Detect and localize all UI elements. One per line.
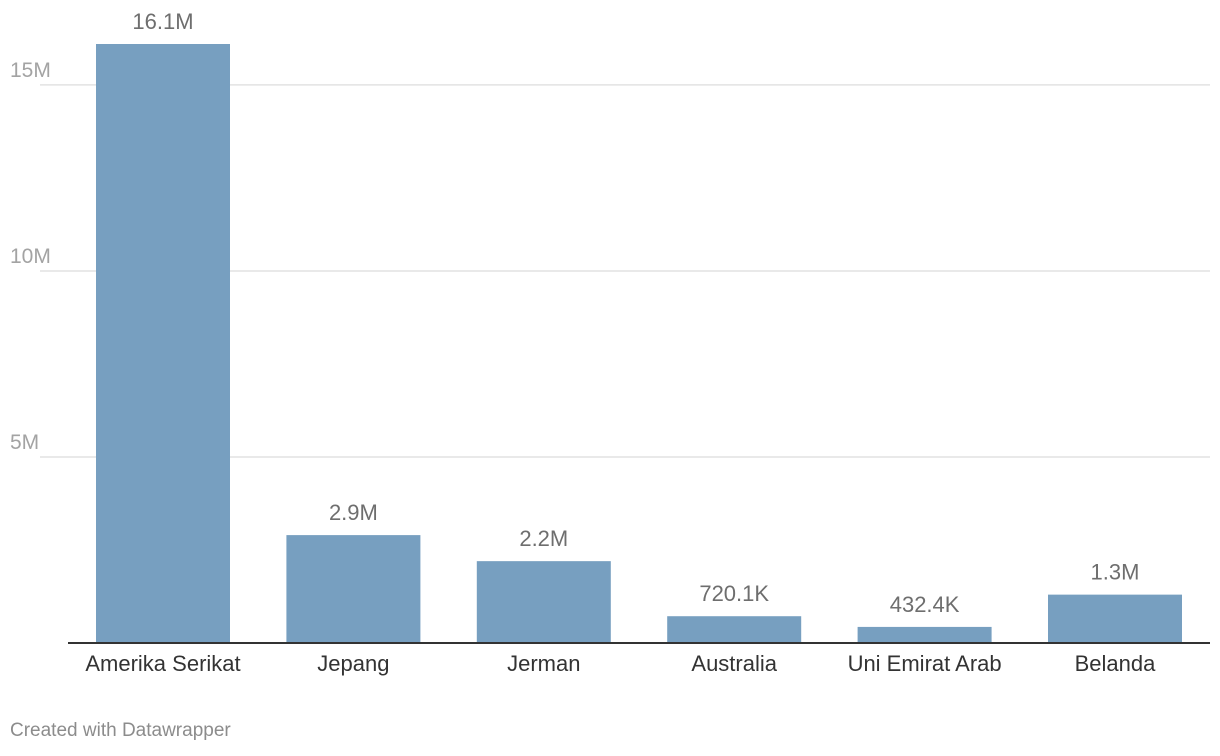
bar-value-label: 2.2M: [519, 526, 568, 551]
bars: [96, 44, 1182, 643]
bar-value-label: 2.9M: [329, 500, 378, 525]
category-label: Australia: [691, 651, 777, 676]
bar-value-label: 16.1M: [132, 9, 193, 34]
bar-value-label: 432.4K: [890, 592, 960, 617]
y-tick-label: 5M: [10, 431, 39, 454]
category-label: Belanda: [1075, 651, 1157, 676]
bar: [667, 616, 802, 643]
y-tick-label: 10M: [10, 245, 51, 268]
bar: [96, 44, 230, 643]
bar: [476, 561, 611, 643]
category-label: Uni Emirat Arab: [848, 651, 1002, 676]
category-label: Jepang: [317, 651, 389, 676]
footer-credit: Created with Datawrapper: [10, 720, 231, 741]
category-label: Jerman: [507, 651, 580, 676]
bar: [1048, 594, 1182, 643]
bar: [286, 535, 421, 643]
data-labels: 16.1M 2.9M 2.2M 720.1K 432.4K 1.3M: [132, 9, 1139, 617]
gridlines: [40, 84, 1210, 458]
category-labels: Amerika Serikat Jepang Jerman Australia Uni …: [85, 651, 1156, 676]
bar: [857, 626, 992, 643]
bar-value-label: 1.3M: [1091, 560, 1140, 585]
category-label: Amerika Serikat: [85, 651, 240, 676]
y-tick-label: 15M: [10, 59, 51, 82]
bar-value-label: 720.1K: [699, 581, 769, 606]
bar-chart: 5M 10M 15M 16.1M 2.9M 2.2M 720.1K 432.4K 1.3M A…: [10, 9, 1210, 676]
y-axis-tick-labels: 5M 10M 15M: [10, 59, 51, 454]
